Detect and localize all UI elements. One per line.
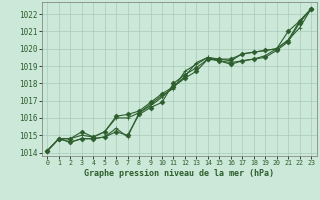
X-axis label: Graphe pression niveau de la mer (hPa): Graphe pression niveau de la mer (hPa) <box>84 169 274 178</box>
